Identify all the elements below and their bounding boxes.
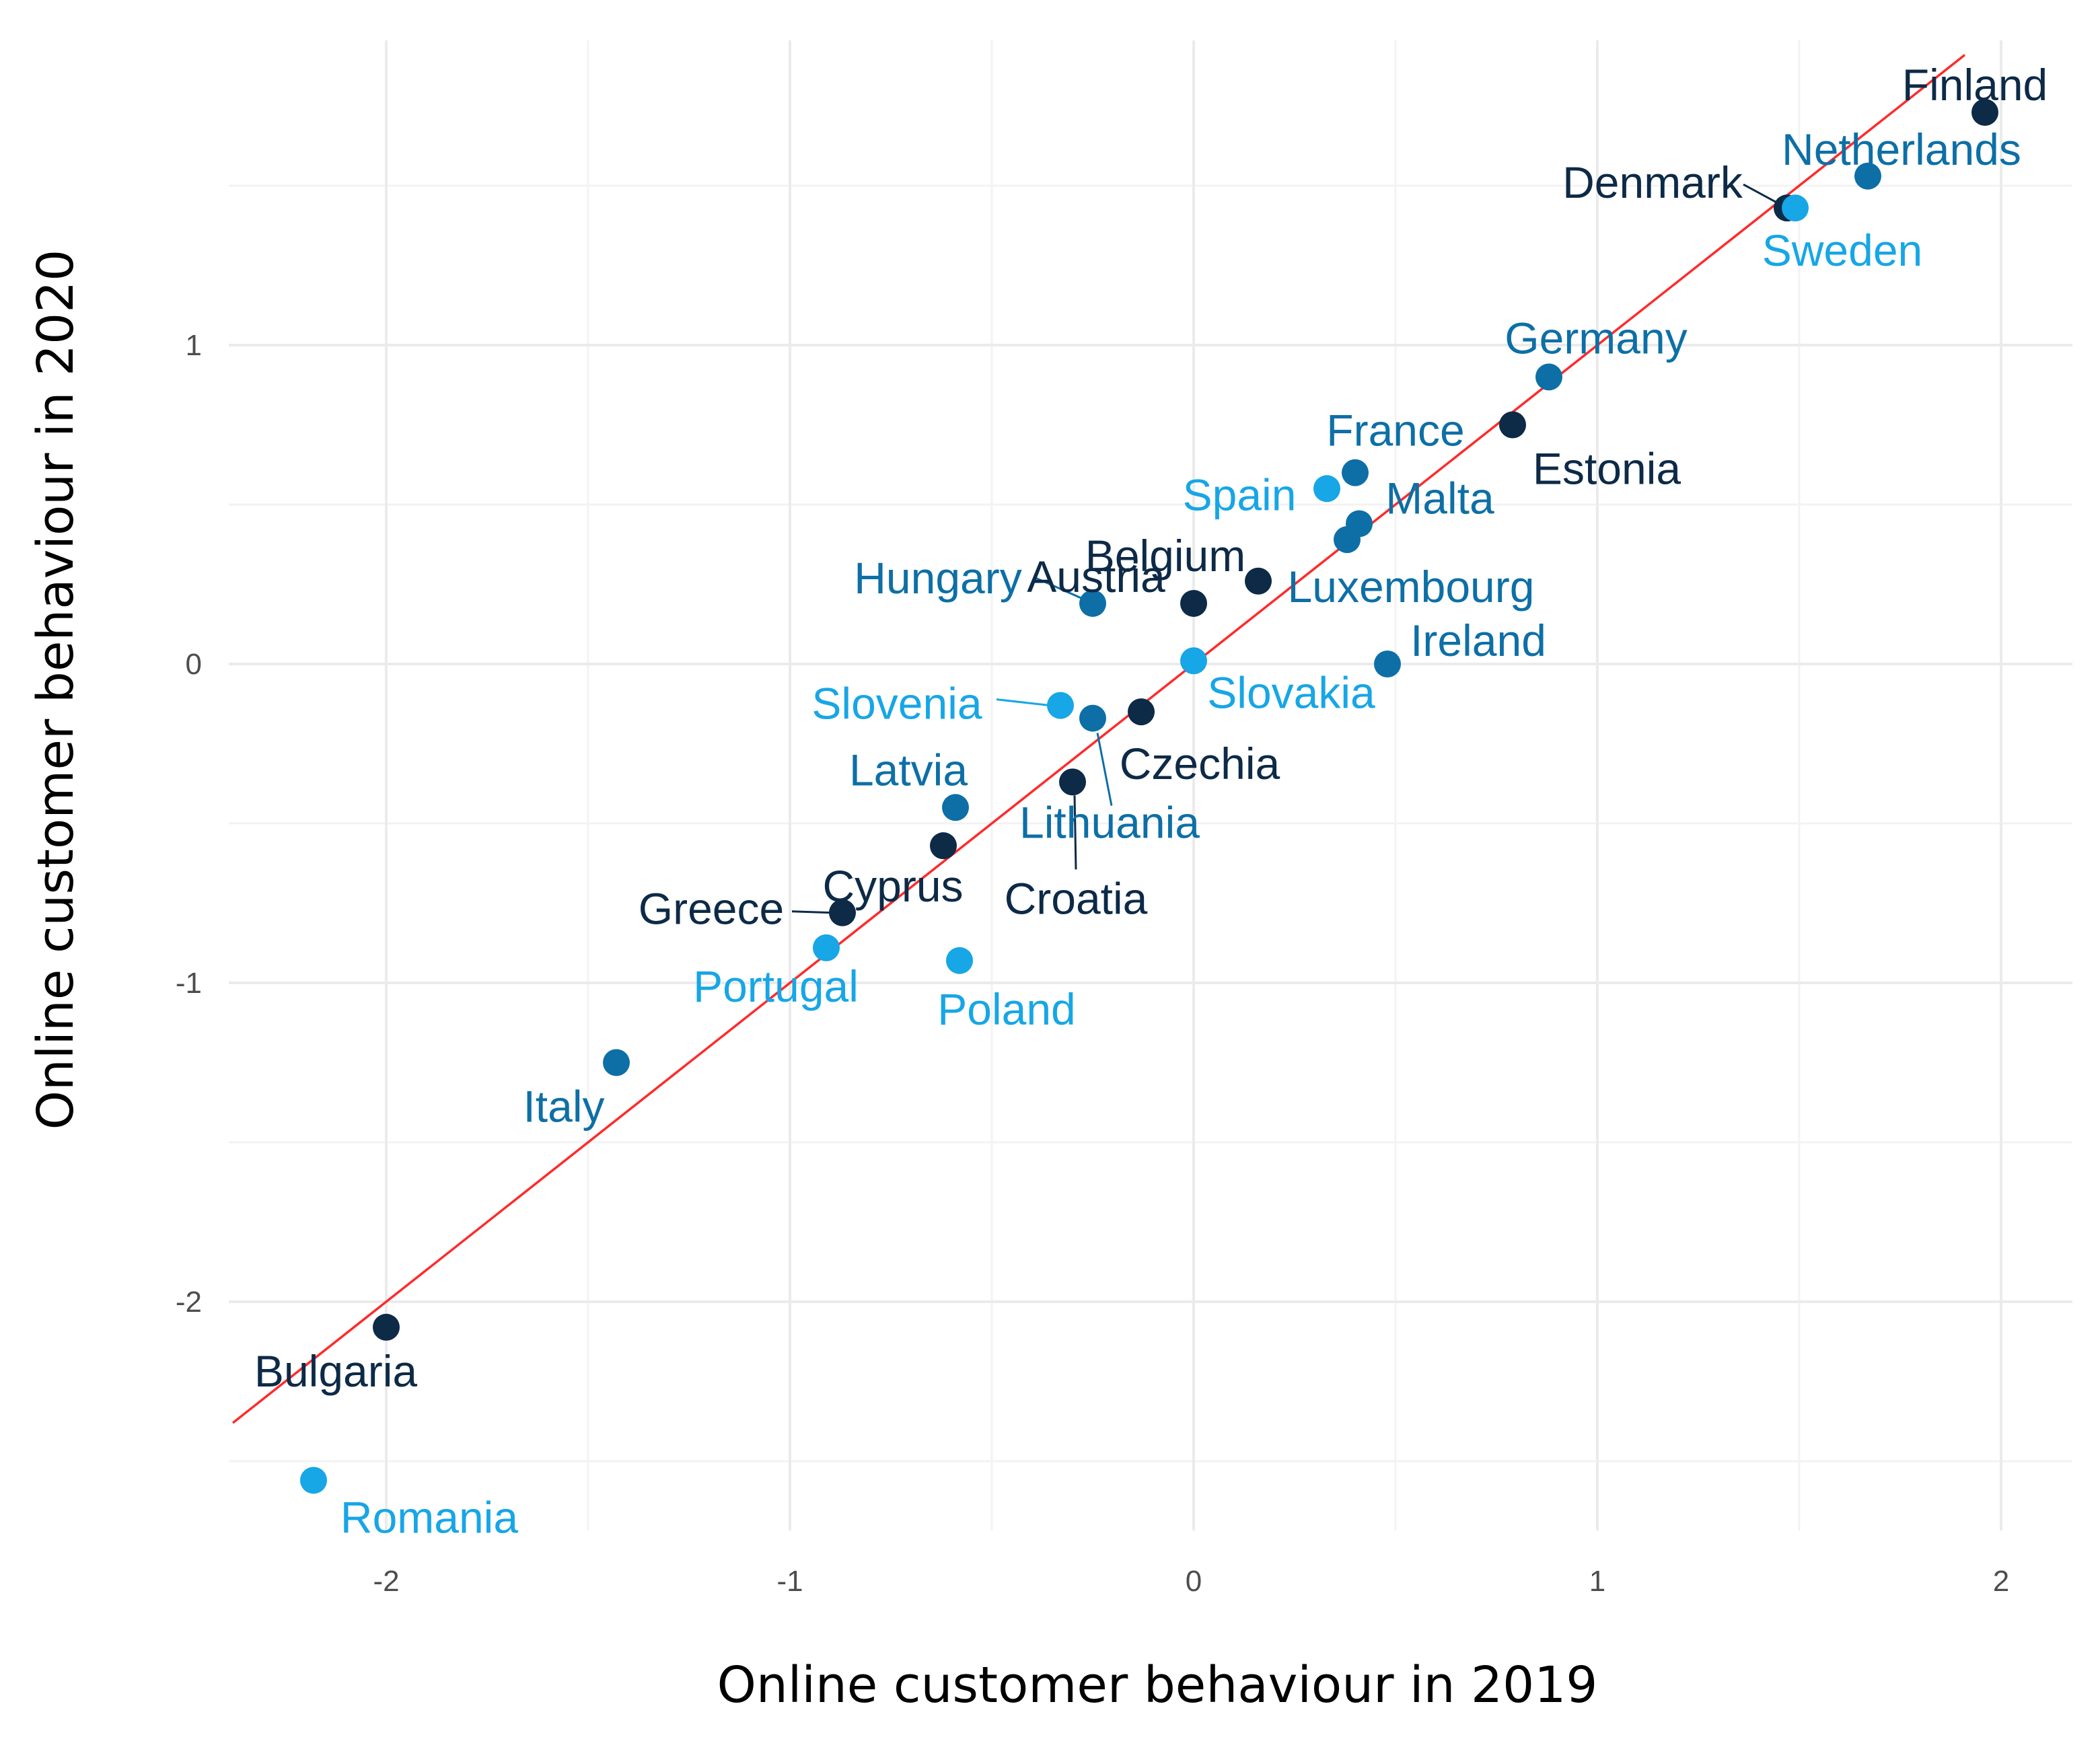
label-finland: Finland — [1902, 60, 2048, 110]
label-latvia: Latvia — [849, 745, 968, 794]
y-tick-label: 0 — [186, 648, 202, 681]
leader-lithuania — [1096, 733, 1113, 806]
label-belgium: Belgium — [1085, 531, 1245, 581]
label-estonia: Estonia — [1533, 444, 1681, 494]
x-tick-label: 0 — [1186, 1565, 1202, 1598]
point-slovakia — [1180, 647, 1207, 675]
label-spain: Spain — [1183, 470, 1297, 519]
point-lithuania — [1079, 704, 1106, 732]
point-hungary — [1079, 589, 1106, 617]
label-luxembourg: Luxembourg — [1288, 562, 1535, 612]
y-tick-label: -1 — [176, 967, 202, 1000]
label-italy: Italy — [523, 1082, 604, 1132]
label-germany: Germany — [1505, 313, 1687, 363]
point-netherlands — [1854, 162, 1881, 190]
y-tick-label: 1 — [186, 329, 202, 362]
label-sweden: Sweden — [1762, 225, 1923, 275]
label-croatia: Croatia — [1005, 873, 1148, 923]
leader-croatia — [1073, 795, 1077, 870]
label-netherlands: Netherlands — [1782, 124, 2021, 174]
x-tick-label: -1 — [776, 1565, 803, 1598]
leader-slovenia — [996, 698, 1051, 707]
point-cyprus — [930, 832, 957, 860]
point-slovenia — [1047, 692, 1074, 719]
label-lithuania: Lithuania — [1019, 798, 1200, 848]
point-italy — [603, 1049, 630, 1076]
point-germany — [1535, 363, 1562, 391]
label-ireland: Ireland — [1410, 616, 1546, 665]
point-greece — [829, 899, 856, 926]
label-cyprus: Cyprus — [822, 861, 963, 911]
point-belgium — [1245, 567, 1272, 595]
point-bulgaria — [373, 1313, 400, 1341]
point-estonia — [1499, 411, 1526, 439]
leader-hungary — [1035, 577, 1089, 603]
point-portugal — [813, 934, 840, 961]
point-luxembourg — [1334, 526, 1361, 554]
label-austria: Austria — [1027, 552, 1165, 601]
label-france: France — [1326, 406, 1464, 455]
x-tick-label: 1 — [1589, 1565, 1605, 1598]
point-finland — [1971, 98, 1998, 126]
point-poland — [946, 947, 973, 974]
label-czechia: Czechia — [1120, 739, 1280, 788]
data-points — [300, 98, 1998, 1494]
label-greece: Greece — [639, 884, 784, 934]
point-austria — [1180, 589, 1207, 617]
label-malta: Malta — [1385, 473, 1494, 523]
label-romania: Romania — [340, 1492, 518, 1542]
major-gridlines — [229, 40, 2072, 1530]
label-denmark: Denmark — [1562, 157, 1743, 207]
x-axis-title: Online customer behaviour in 2019 — [717, 1656, 1598, 1714]
minor-gridlines — [229, 40, 2072, 1530]
label-hungary: Hungary — [854, 553, 1021, 603]
y-tick-label: -2 — [176, 1286, 202, 1319]
point-czechia — [1128, 698, 1155, 726]
label-poland: Poland — [937, 984, 1076, 1034]
label-slovakia: Slovakia — [1207, 667, 1375, 717]
point-france — [1342, 459, 1369, 486]
x-tick-label: 2 — [1993, 1565, 2009, 1598]
point-sweden — [1782, 194, 1809, 222]
leader-greece — [791, 910, 833, 914]
point-labels: Finland Netherlands Denmark Sweden Germany Es… — [254, 60, 2048, 1542]
point-spain — [1313, 475, 1340, 503]
point-latvia — [942, 794, 969, 821]
y-axis-title: Online customer behaviour in 2020 — [27, 250, 85, 1130]
point-croatia — [1059, 768, 1086, 796]
x-axis-tick-labels: -2 -1 0 1 2 — [373, 1565, 2009, 1598]
label-slovenia: Slovenia — [811, 679, 982, 729]
label-portugal: Portugal — [693, 961, 859, 1011]
label-bulgaria: Bulgaria — [254, 1346, 417, 1396]
x-tick-label: -2 — [373, 1565, 399, 1598]
y-axis-tick-labels: -2 -1 0 1 — [176, 329, 202, 1319]
point-romania — [300, 1467, 327, 1494]
point-ireland — [1374, 651, 1401, 677]
